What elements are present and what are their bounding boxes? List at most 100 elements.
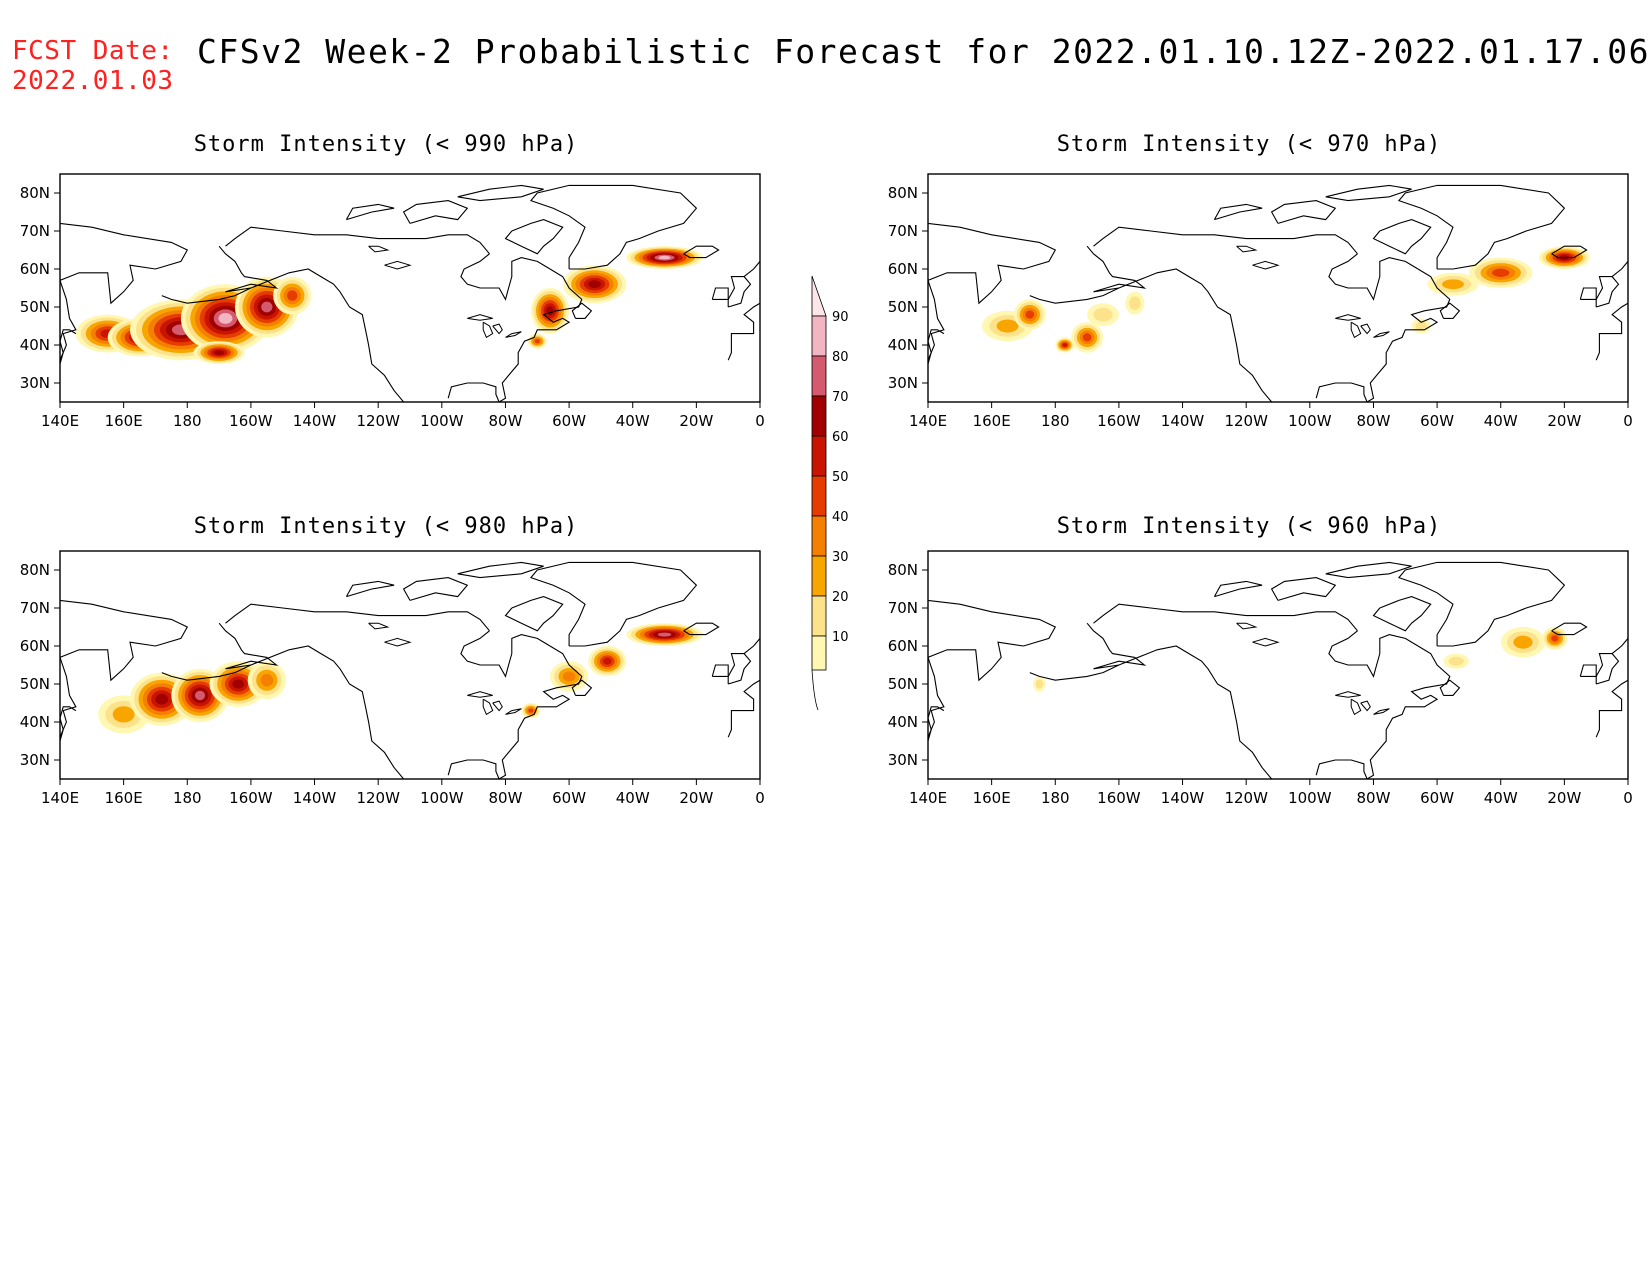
coastline bbox=[1372, 219, 1432, 255]
coastline bbox=[743, 261, 760, 278]
x-tick-label: 120W bbox=[1224, 412, 1268, 430]
probability-contour-70 bbox=[155, 693, 169, 705]
panel-title-980: Storm Intensity (< 980 hPa) bbox=[193, 514, 579, 539]
x-tick-label: 120W bbox=[356, 412, 400, 430]
coastline bbox=[1551, 622, 1588, 636]
x-tick-label: 140E bbox=[41, 412, 79, 430]
x-tick-label: 40W bbox=[1484, 412, 1518, 430]
map-background bbox=[60, 174, 760, 402]
x-tick-label: 140E bbox=[41, 789, 79, 807]
x-tick-label: 180 bbox=[173, 412, 202, 430]
x-tick-label: 160W bbox=[229, 412, 273, 430]
lake-outline bbox=[1335, 691, 1361, 698]
x-tick-label: 60W bbox=[1420, 789, 1454, 807]
forecast-date-block: FCST Date: 2022.01.03 bbox=[12, 36, 174, 96]
lake-outline bbox=[492, 700, 503, 712]
coastline bbox=[1372, 596, 1432, 632]
forecast-date-label: FCST Date: bbox=[12, 36, 174, 66]
x-tick-label: 180 bbox=[1041, 789, 1070, 807]
x-tick-label: 160E bbox=[105, 789, 143, 807]
colorbar-label: 20 bbox=[832, 590, 849, 605]
coastline bbox=[928, 222, 1057, 361]
x-tick-label: 140E bbox=[909, 412, 947, 430]
main-title: CFSv2 Week-2 Probabilistic Forecast for … bbox=[197, 32, 1650, 71]
probability-contour-50 bbox=[1025, 310, 1035, 319]
coastline bbox=[683, 245, 720, 259]
probability-contour-20 bbox=[1035, 679, 1044, 689]
x-tick-label: 100W bbox=[420, 789, 464, 807]
x-tick-label: 160W bbox=[1097, 412, 1141, 430]
x-tick-label: 160E bbox=[105, 412, 143, 430]
coastline bbox=[225, 226, 490, 255]
probability-contour-50 bbox=[1082, 333, 1092, 342]
probability-contour-90 bbox=[658, 255, 671, 260]
coastline bbox=[1595, 679, 1628, 738]
y-tick-label: 30N bbox=[20, 374, 50, 392]
x-tick-label: 0 bbox=[755, 412, 765, 430]
coastline bbox=[928, 599, 1057, 738]
lake-outline bbox=[1252, 637, 1280, 647]
probability-contour-30 bbox=[996, 319, 1019, 333]
coastline bbox=[218, 622, 405, 779]
x-tick-label: 20W bbox=[1547, 789, 1581, 807]
coastline bbox=[1439, 679, 1461, 696]
x-tick-label: 20W bbox=[679, 789, 713, 807]
y-tick-label: 70N bbox=[888, 599, 918, 617]
coastline bbox=[1611, 261, 1628, 278]
y-tick-label: 60N bbox=[888, 260, 918, 278]
x-tick-label: 140W bbox=[293, 789, 337, 807]
lake-outline bbox=[505, 708, 522, 715]
coastline bbox=[1315, 759, 1368, 779]
y-tick-label: 40N bbox=[20, 336, 50, 354]
x-tick-label: 140E bbox=[909, 789, 947, 807]
coastline bbox=[571, 679, 593, 696]
lake-outline bbox=[368, 622, 390, 630]
probability-contour-50 bbox=[1492, 268, 1510, 277]
coastline bbox=[1611, 638, 1628, 655]
map-frame bbox=[59, 550, 761, 780]
x-tick-label: 160W bbox=[1097, 789, 1141, 807]
coastline bbox=[457, 561, 544, 579]
x-tick-label: 60W bbox=[552, 412, 586, 430]
y-tick-label: 30N bbox=[20, 751, 50, 769]
coastline bbox=[1579, 287, 1597, 300]
colorbar-label: 90 bbox=[832, 310, 849, 325]
coastline bbox=[225, 603, 490, 632]
x-tick-label: 100W bbox=[420, 412, 464, 430]
x-tick-label: 80W bbox=[488, 789, 522, 807]
probability-contour-70 bbox=[232, 679, 244, 689]
coastline bbox=[1328, 253, 1419, 301]
coastline bbox=[571, 302, 593, 319]
coastline bbox=[498, 268, 583, 402]
probability-contour-30 bbox=[1442, 279, 1464, 290]
coastline bbox=[743, 638, 760, 655]
coastline bbox=[1213, 580, 1263, 598]
x-tick-label: 140W bbox=[1161, 789, 1205, 807]
coastline bbox=[1325, 184, 1412, 202]
panel-title-960: Storm Intensity (< 960 hPa) bbox=[1056, 514, 1442, 539]
colorbar-label: 40 bbox=[832, 510, 849, 525]
x-tick-label: 160E bbox=[973, 412, 1011, 430]
y-tick-label: 50N bbox=[888, 675, 918, 693]
probability-contour-80 bbox=[261, 301, 273, 313]
x-tick-label: 120W bbox=[1224, 789, 1268, 807]
y-tick-label: 80N bbox=[20, 561, 50, 579]
x-tick-label: 0 bbox=[1623, 412, 1633, 430]
probability-contour-80 bbox=[194, 690, 206, 701]
probability-contour-50 bbox=[287, 290, 298, 301]
y-tick-label: 40N bbox=[888, 336, 918, 354]
y-tick-label: 60N bbox=[20, 637, 50, 655]
lake-outline bbox=[467, 691, 493, 698]
coastline bbox=[60, 222, 189, 361]
coastline bbox=[1270, 200, 1337, 224]
lake-outline bbox=[368, 245, 390, 253]
x-tick-label: 80W bbox=[488, 412, 522, 430]
coastline bbox=[1029, 287, 1120, 304]
colorbar-label: 70 bbox=[832, 390, 849, 405]
y-tick-label: 80N bbox=[888, 561, 918, 579]
coastline bbox=[161, 664, 252, 681]
y-tick-label: 60N bbox=[888, 637, 918, 655]
lake-outline bbox=[1360, 700, 1371, 712]
probability-contour-70 bbox=[214, 350, 225, 355]
coastline bbox=[402, 200, 469, 224]
